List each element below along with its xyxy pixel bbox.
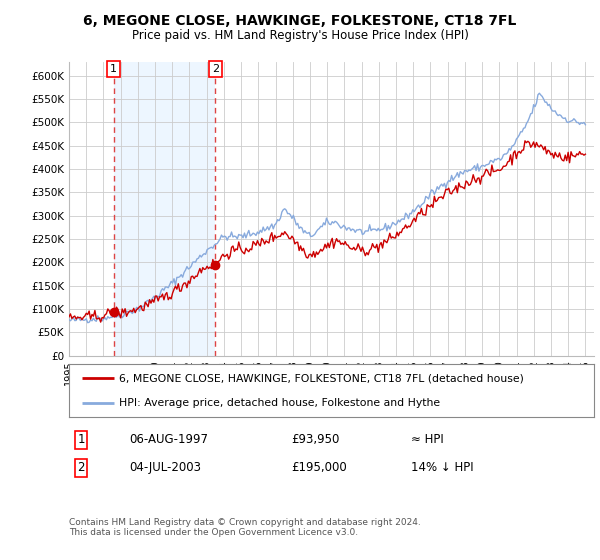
Text: 14% ↓ HPI: 14% ↓ HPI: [411, 461, 473, 474]
Text: 6, MEGONE CLOSE, HAWKINGE, FOLKESTONE, CT18 7FL (detached house): 6, MEGONE CLOSE, HAWKINGE, FOLKESTONE, C…: [119, 374, 524, 384]
Text: 1: 1: [110, 64, 117, 74]
Text: Contains HM Land Registry data © Crown copyright and database right 2024.
This d: Contains HM Land Registry data © Crown c…: [69, 518, 421, 538]
Text: 06-AUG-1997: 06-AUG-1997: [129, 433, 208, 446]
Bar: [114, 62, 215, 356]
Text: 1: 1: [77, 433, 85, 446]
Text: £195,000: £195,000: [291, 461, 347, 474]
Text: £93,950: £93,950: [291, 433, 340, 446]
Text: 6, MEGONE CLOSE, HAWKINGE, FOLKESTONE, CT18 7FL: 6, MEGONE CLOSE, HAWKINGE, FOLKESTONE, C…: [83, 14, 517, 28]
Text: ≈ HPI: ≈ HPI: [411, 433, 444, 446]
Text: HPI: Average price, detached house, Folkestone and Hythe: HPI: Average price, detached house, Folk…: [119, 398, 440, 408]
Text: 04-JUL-2003: 04-JUL-2003: [129, 461, 201, 474]
Text: 2: 2: [77, 461, 85, 474]
Text: Price paid vs. HM Land Registry's House Price Index (HPI): Price paid vs. HM Land Registry's House …: [131, 29, 469, 42]
Text: 2: 2: [212, 64, 219, 74]
